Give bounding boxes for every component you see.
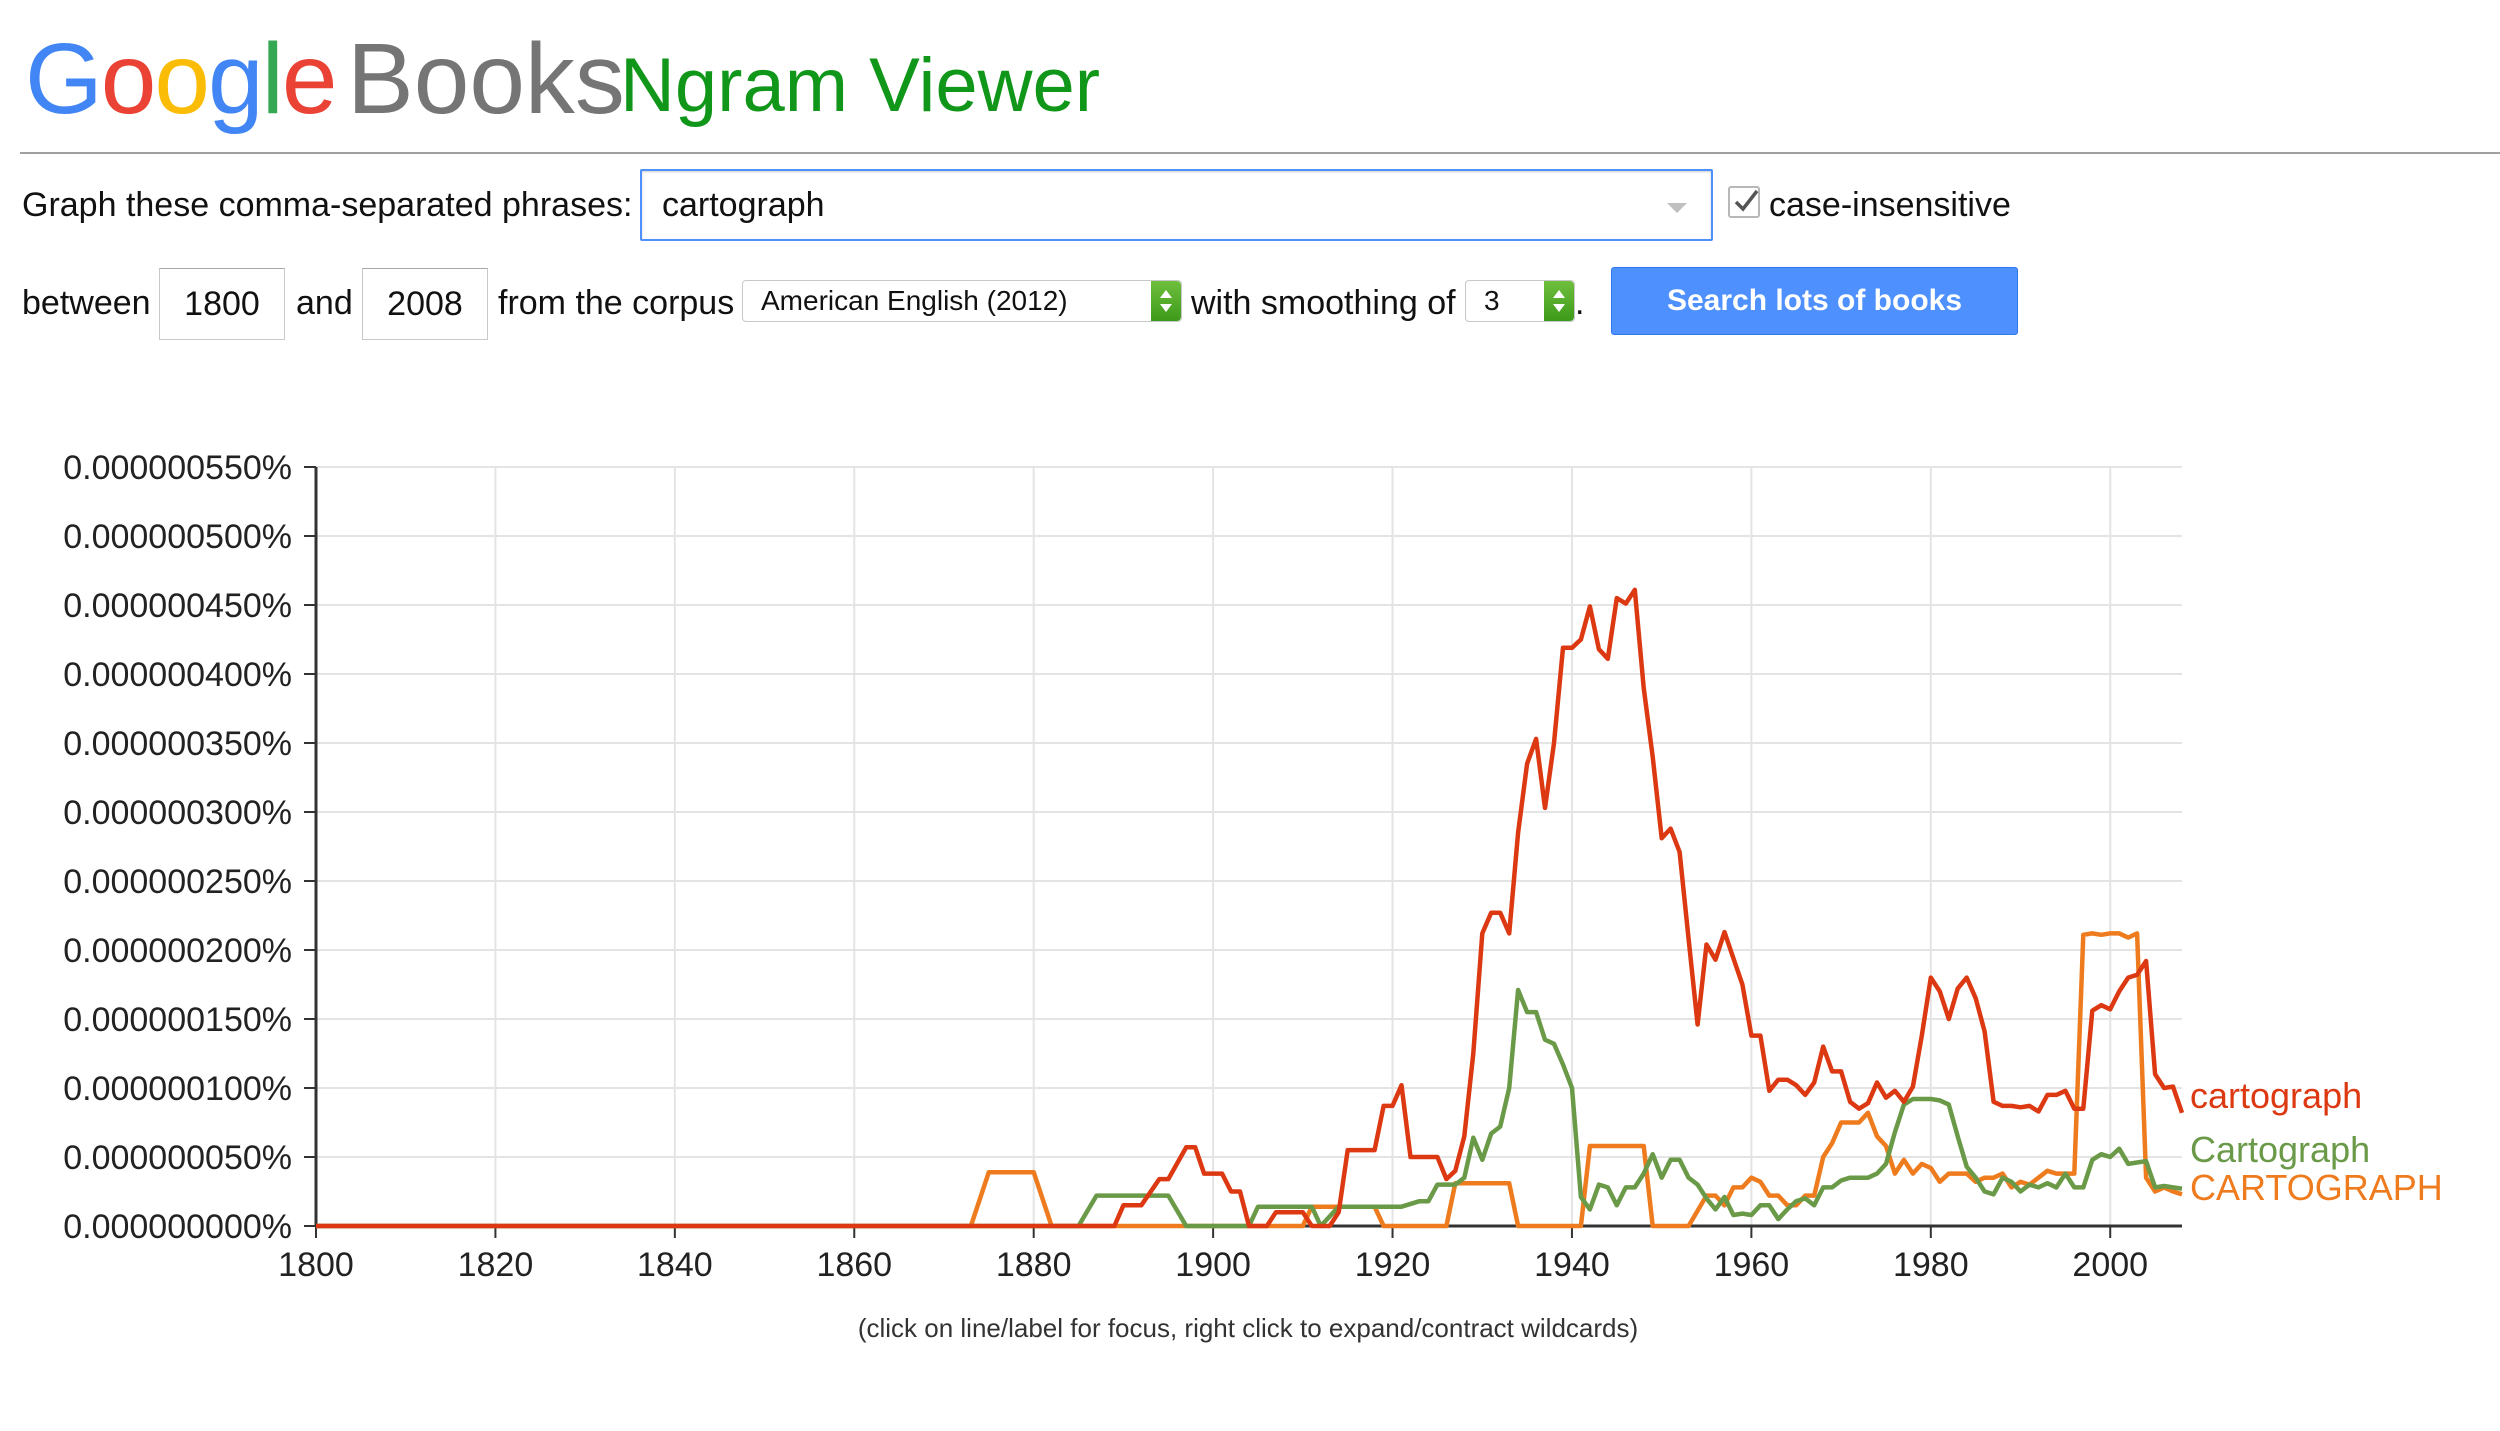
checkmark-icon <box>1734 189 1759 212</box>
chart-grid <box>316 466 2182 1226</box>
y-tick-label: 0.000000300% <box>63 794 292 832</box>
smoothing-select[interactable]: 3 <box>1465 280 1575 322</box>
phrases-dropdown-arrow-icon[interactable] <box>1667 203 1687 213</box>
header-divider <box>20 152 2500 154</box>
smoothing-spinner-icon[interactable] <box>1544 281 1574 321</box>
series-label-cartograph[interactable]: cartograph <box>2190 1075 2362 1116</box>
books-wordmark: Books <box>347 23 625 135</box>
series-label-cartograph[interactable]: CARTOGRAPH <box>2190 1167 2443 1208</box>
google-logo-letter: g <box>208 23 264 135</box>
google-logo[interactable]: Google <box>25 22 338 137</box>
y-tick-label: 0.000000250% <box>63 863 292 901</box>
series-line-cartograph[interactable] <box>316 931 2183 1229</box>
period-text: . <box>1575 284 1585 322</box>
smoothing-select-value: 3 <box>1484 285 1500 316</box>
y-tick-label: 0.000000000% <box>63 1208 292 1246</box>
smoothing-label: with smoothing of <box>1191 284 1456 322</box>
series-label-cartograph[interactable]: Cartograph <box>2190 1129 2370 1170</box>
y-tick-label: 0.000000050% <box>63 1139 292 1177</box>
start-year-input[interactable]: 1800 <box>159 268 285 340</box>
series-line-cartograph[interactable] <box>316 987 2183 1229</box>
x-tick-label: 1940 <box>1534 1246 1610 1284</box>
y-tick-label: 0.000000550% <box>63 449 292 487</box>
x-tick-label: 1880 <box>996 1246 1072 1284</box>
google-logo-letter: G <box>25 23 103 135</box>
x-tick-label: 1840 <box>637 1246 713 1284</box>
x-tick-label: 1980 <box>1893 1246 1969 1284</box>
x-tick-label: 2000 <box>2072 1246 2148 1284</box>
google-logo-letter: l <box>261 23 284 135</box>
search-button[interactable]: Search lots of books <box>1611 267 2018 335</box>
phrases-input[interactable] <box>662 183 1642 227</box>
x-tick-label: 1920 <box>1355 1246 1431 1284</box>
y-tick-label: 0.000000200% <box>63 932 292 970</box>
chart-footnote: (click on line/label for focus, right cl… <box>0 1313 2500 1344</box>
series-line-cartograph[interactable] <box>316 587 2185 1229</box>
y-tick-label: 0.000000500% <box>63 518 292 556</box>
corpus-select[interactable]: American English (2012) <box>742 280 1182 322</box>
x-tick-label: 1960 <box>1714 1246 1790 1284</box>
y-tick-label: 0.000000100% <box>63 1070 292 1108</box>
x-tick-label: 1820 <box>458 1246 534 1284</box>
y-tick-label: 0.000000400% <box>63 656 292 694</box>
google-logo-letter: o <box>100 23 157 135</box>
google-logo-letter: e <box>281 23 338 135</box>
y-tick-label: 0.000000450% <box>63 587 292 625</box>
x-tick-label: 1900 <box>1175 1246 1251 1284</box>
chart-series[interactable] <box>316 587 2185 1229</box>
google-logo-letter: o <box>154 23 210 135</box>
corpus-label: from the corpus <box>498 284 735 322</box>
end-year-input[interactable]: 2008 <box>362 268 488 340</box>
and-label: and <box>296 284 353 322</box>
y-axis: 0.000000000% 0.000000050% 0.000000100% 0.00… <box>63 449 318 1246</box>
between-label: between <box>22 284 151 322</box>
y-tick-label: 0.000000150% <box>63 1001 292 1039</box>
ngram-chart[interactable]: 0.000000000% 0.000000050% 0.000000100% 0.00… <box>0 420 2500 1300</box>
chart-footnote-text: (click on line/label for focus, right cl… <box>857 1313 1639 1343</box>
corpus-select-value: American English (2012) <box>761 285 1068 316</box>
case-insensitive-checkbox[interactable] <box>1728 186 1760 218</box>
y-tick-label: 0.000000350% <box>63 725 292 763</box>
corpus-spinner-icon[interactable] <box>1151 281 1181 321</box>
page-title: Ngram Viewer <box>620 43 1101 128</box>
phrases-label: Graph these comma-separated phrases: <box>22 186 633 224</box>
x-tick-label: 1860 <box>816 1246 892 1284</box>
x-tick-label: 1800 <box>278 1246 354 1284</box>
case-insensitive-label: case-insensitive <box>1769 186 2011 224</box>
x-axis: 1800 1820 1840 1860 1880 1900 1920 1940 1960 1980… <box>278 1224 2182 1284</box>
phrases-field[interactable] <box>640 169 1713 241</box>
